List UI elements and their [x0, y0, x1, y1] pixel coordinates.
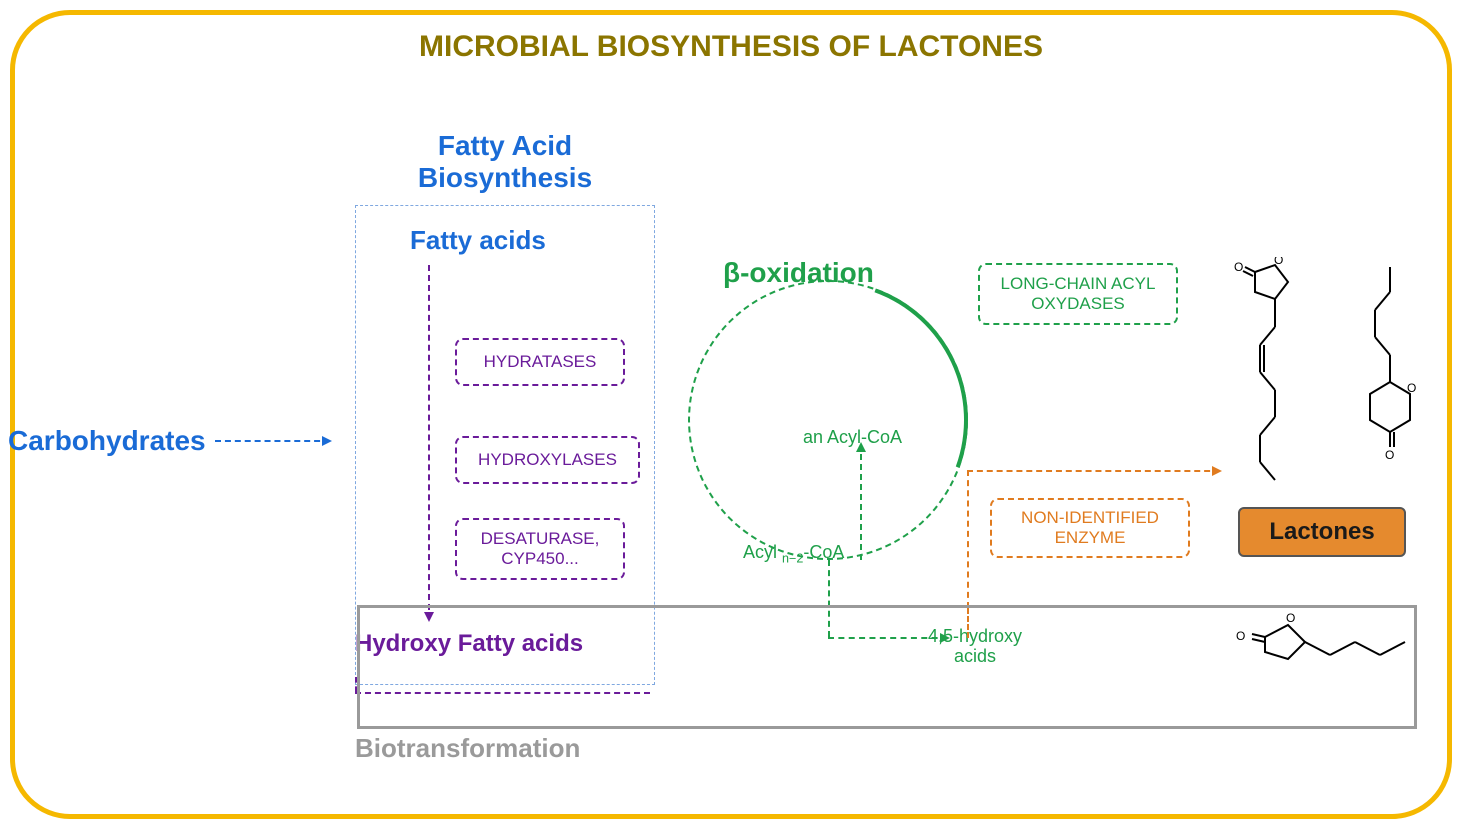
purple-pathway-arrow [428, 265, 430, 620]
lactone-structure-3: O O [1230, 607, 1415, 687]
beta-oxidation-label: β-oxidation [723, 257, 874, 289]
desaturase-box: DESATURASE, CYP450... [455, 518, 625, 580]
lactones-box: Lactones [1238, 507, 1406, 557]
fatty-acids-label: Fatty acids [410, 225, 546, 256]
svg-text:O: O [1234, 260, 1243, 274]
lactone-structure-2: O O [1335, 262, 1425, 492]
hydroxylases-box: HYDROXYLASES [455, 436, 640, 484]
orange-path-h [967, 470, 1220, 472]
diagram-title: MICROBIAL BIOSYNTHESIS OF LACTONES [419, 30, 1043, 64]
lactone-structure-1: O O [1230, 257, 1325, 497]
orange-path-v2 [967, 470, 969, 608]
carbohydrates-label: Carbohydrates [8, 425, 206, 457]
svg-text:O: O [1236, 629, 1245, 643]
fab-heading: Fatty AcidBiosynthesis [395, 130, 615, 194]
acyl-coa-label: an Acyl-CoA [803, 427, 902, 448]
non-identified-enzyme-box: NON-IDENTIFIED ENZYME [990, 498, 1190, 558]
svg-text:O: O [1286, 611, 1295, 625]
green-arrow-up [860, 444, 862, 560]
svg-text:O: O [1274, 257, 1283, 267]
svg-text:O: O [1385, 448, 1394, 462]
svg-text:O: O [1407, 381, 1416, 395]
hydratases-box: HYDRATASES [455, 338, 625, 386]
long-chain-acyl-oxydases-box: LONG-CHAIN ACYL OXYDASES [978, 263, 1178, 325]
biotransformation-label: Biotransformation [355, 733, 580, 764]
carbo-arrow [215, 440, 330, 442]
